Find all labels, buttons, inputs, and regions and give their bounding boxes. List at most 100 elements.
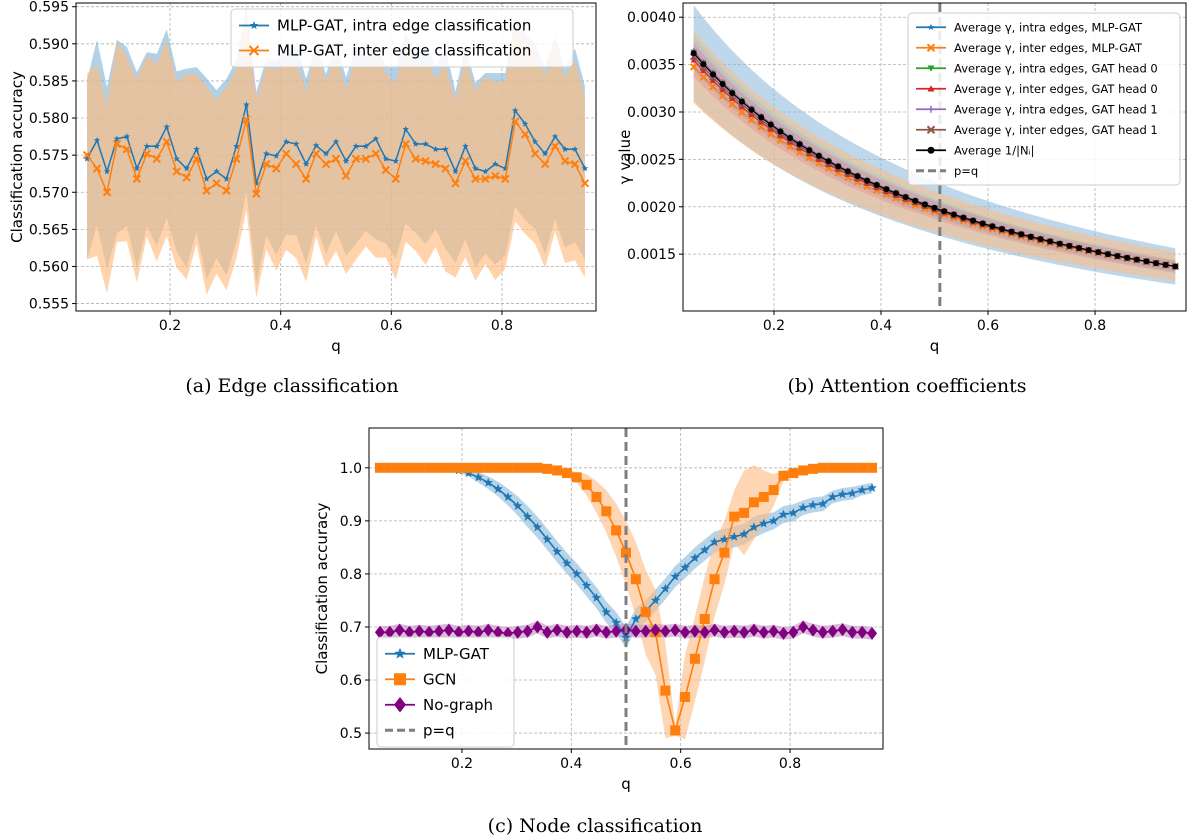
y-tick-label: 0.0020 xyxy=(627,200,676,216)
x-tick-label: 0.4 xyxy=(870,318,892,334)
data-point xyxy=(371,149,381,158)
data-point xyxy=(222,186,231,195)
data-point xyxy=(113,135,121,142)
data-point xyxy=(621,547,631,558)
data-point xyxy=(1056,240,1063,247)
data-point xyxy=(670,571,680,581)
data-point xyxy=(815,152,822,159)
data-point xyxy=(483,623,494,637)
data-point xyxy=(798,620,809,634)
data-point xyxy=(382,155,390,162)
data-point xyxy=(748,106,755,113)
data-point xyxy=(611,624,622,638)
data-point xyxy=(660,624,671,638)
data-point xyxy=(331,154,341,164)
legend-marker xyxy=(927,65,935,72)
legend-marker xyxy=(927,146,935,154)
data-point xyxy=(183,165,190,172)
data-point xyxy=(162,137,171,146)
data-point xyxy=(739,625,750,639)
data-point xyxy=(739,529,749,539)
data-point xyxy=(796,141,803,148)
data-point xyxy=(422,140,429,147)
data-point xyxy=(660,685,671,696)
legend-label: Average 1/|Nᵢ| xyxy=(954,143,1034,157)
y-tick-label: 0.8 xyxy=(340,567,362,583)
data-point xyxy=(481,174,490,184)
data-point xyxy=(1133,256,1140,263)
data-point xyxy=(502,462,513,473)
data-point xyxy=(433,462,444,473)
data-point xyxy=(728,100,736,108)
legend-marker xyxy=(927,85,935,92)
data-point xyxy=(650,623,661,637)
legend: Average γ, intra edges, MLP-GAT Average γ… xyxy=(907,12,1181,186)
data-point xyxy=(394,462,405,473)
x-tick-label: 0.8 xyxy=(779,756,801,772)
confidence-band xyxy=(379,465,873,740)
data-point xyxy=(1143,258,1150,265)
data-point xyxy=(272,164,281,173)
y-axis-label: Classification accuracy xyxy=(8,71,26,243)
data-point xyxy=(322,150,330,157)
data-point xyxy=(700,61,707,68)
data-point xyxy=(788,468,799,479)
data-point xyxy=(912,197,919,204)
data-point xyxy=(424,625,435,639)
legend-marker xyxy=(926,125,936,134)
data-point xyxy=(142,149,152,158)
data-point xyxy=(492,160,499,167)
legend-label: p=q xyxy=(954,164,978,178)
x-tick-label: 0.8 xyxy=(491,318,513,334)
data-point xyxy=(767,121,774,128)
data-point xyxy=(581,580,592,590)
y-tick-label: 0.565 xyxy=(29,222,69,238)
data-point xyxy=(798,502,808,512)
data-point xyxy=(729,90,736,97)
data-point xyxy=(522,462,533,473)
data-point xyxy=(864,177,871,184)
data-point xyxy=(719,547,730,558)
y-tick-label: 0.570 xyxy=(29,185,69,201)
data-point xyxy=(719,534,730,544)
data-point xyxy=(402,125,409,132)
data-point xyxy=(835,163,842,170)
data-point xyxy=(591,623,602,637)
data-point xyxy=(827,462,838,473)
data-point xyxy=(541,150,549,157)
data-point xyxy=(883,186,890,193)
data-point xyxy=(670,623,681,637)
data-point xyxy=(483,477,493,487)
data-point xyxy=(1075,245,1082,252)
data-point xyxy=(441,164,450,173)
data-point xyxy=(689,653,700,664)
data-point xyxy=(719,81,726,88)
data-point xyxy=(453,625,464,639)
data-point xyxy=(561,625,572,639)
data-point xyxy=(738,98,745,105)
data-point xyxy=(767,126,774,132)
data-point xyxy=(844,168,851,175)
data-point xyxy=(778,626,789,640)
legend-label: p=q xyxy=(423,721,455,739)
data-point xyxy=(1104,251,1111,258)
data-point xyxy=(709,623,720,637)
legend: MLP-GAT GCN No-graph p=q xyxy=(376,636,515,748)
y-tick-label: 0.7 xyxy=(340,620,362,636)
legend-label: MLP-GAT xyxy=(423,645,490,663)
data-point xyxy=(443,462,454,473)
legend-box xyxy=(376,636,515,748)
data-point xyxy=(83,155,91,162)
y-tick-label: 0.9 xyxy=(340,514,362,530)
data-point xyxy=(123,133,131,140)
data-point xyxy=(709,71,716,78)
y-tick-label: 0.580 xyxy=(29,111,69,127)
data-point xyxy=(532,522,543,532)
data-point xyxy=(102,188,112,197)
data-point xyxy=(301,174,311,184)
data-point xyxy=(550,142,560,151)
data-point xyxy=(103,168,111,175)
data-point xyxy=(777,132,784,139)
data-point xyxy=(867,626,878,640)
